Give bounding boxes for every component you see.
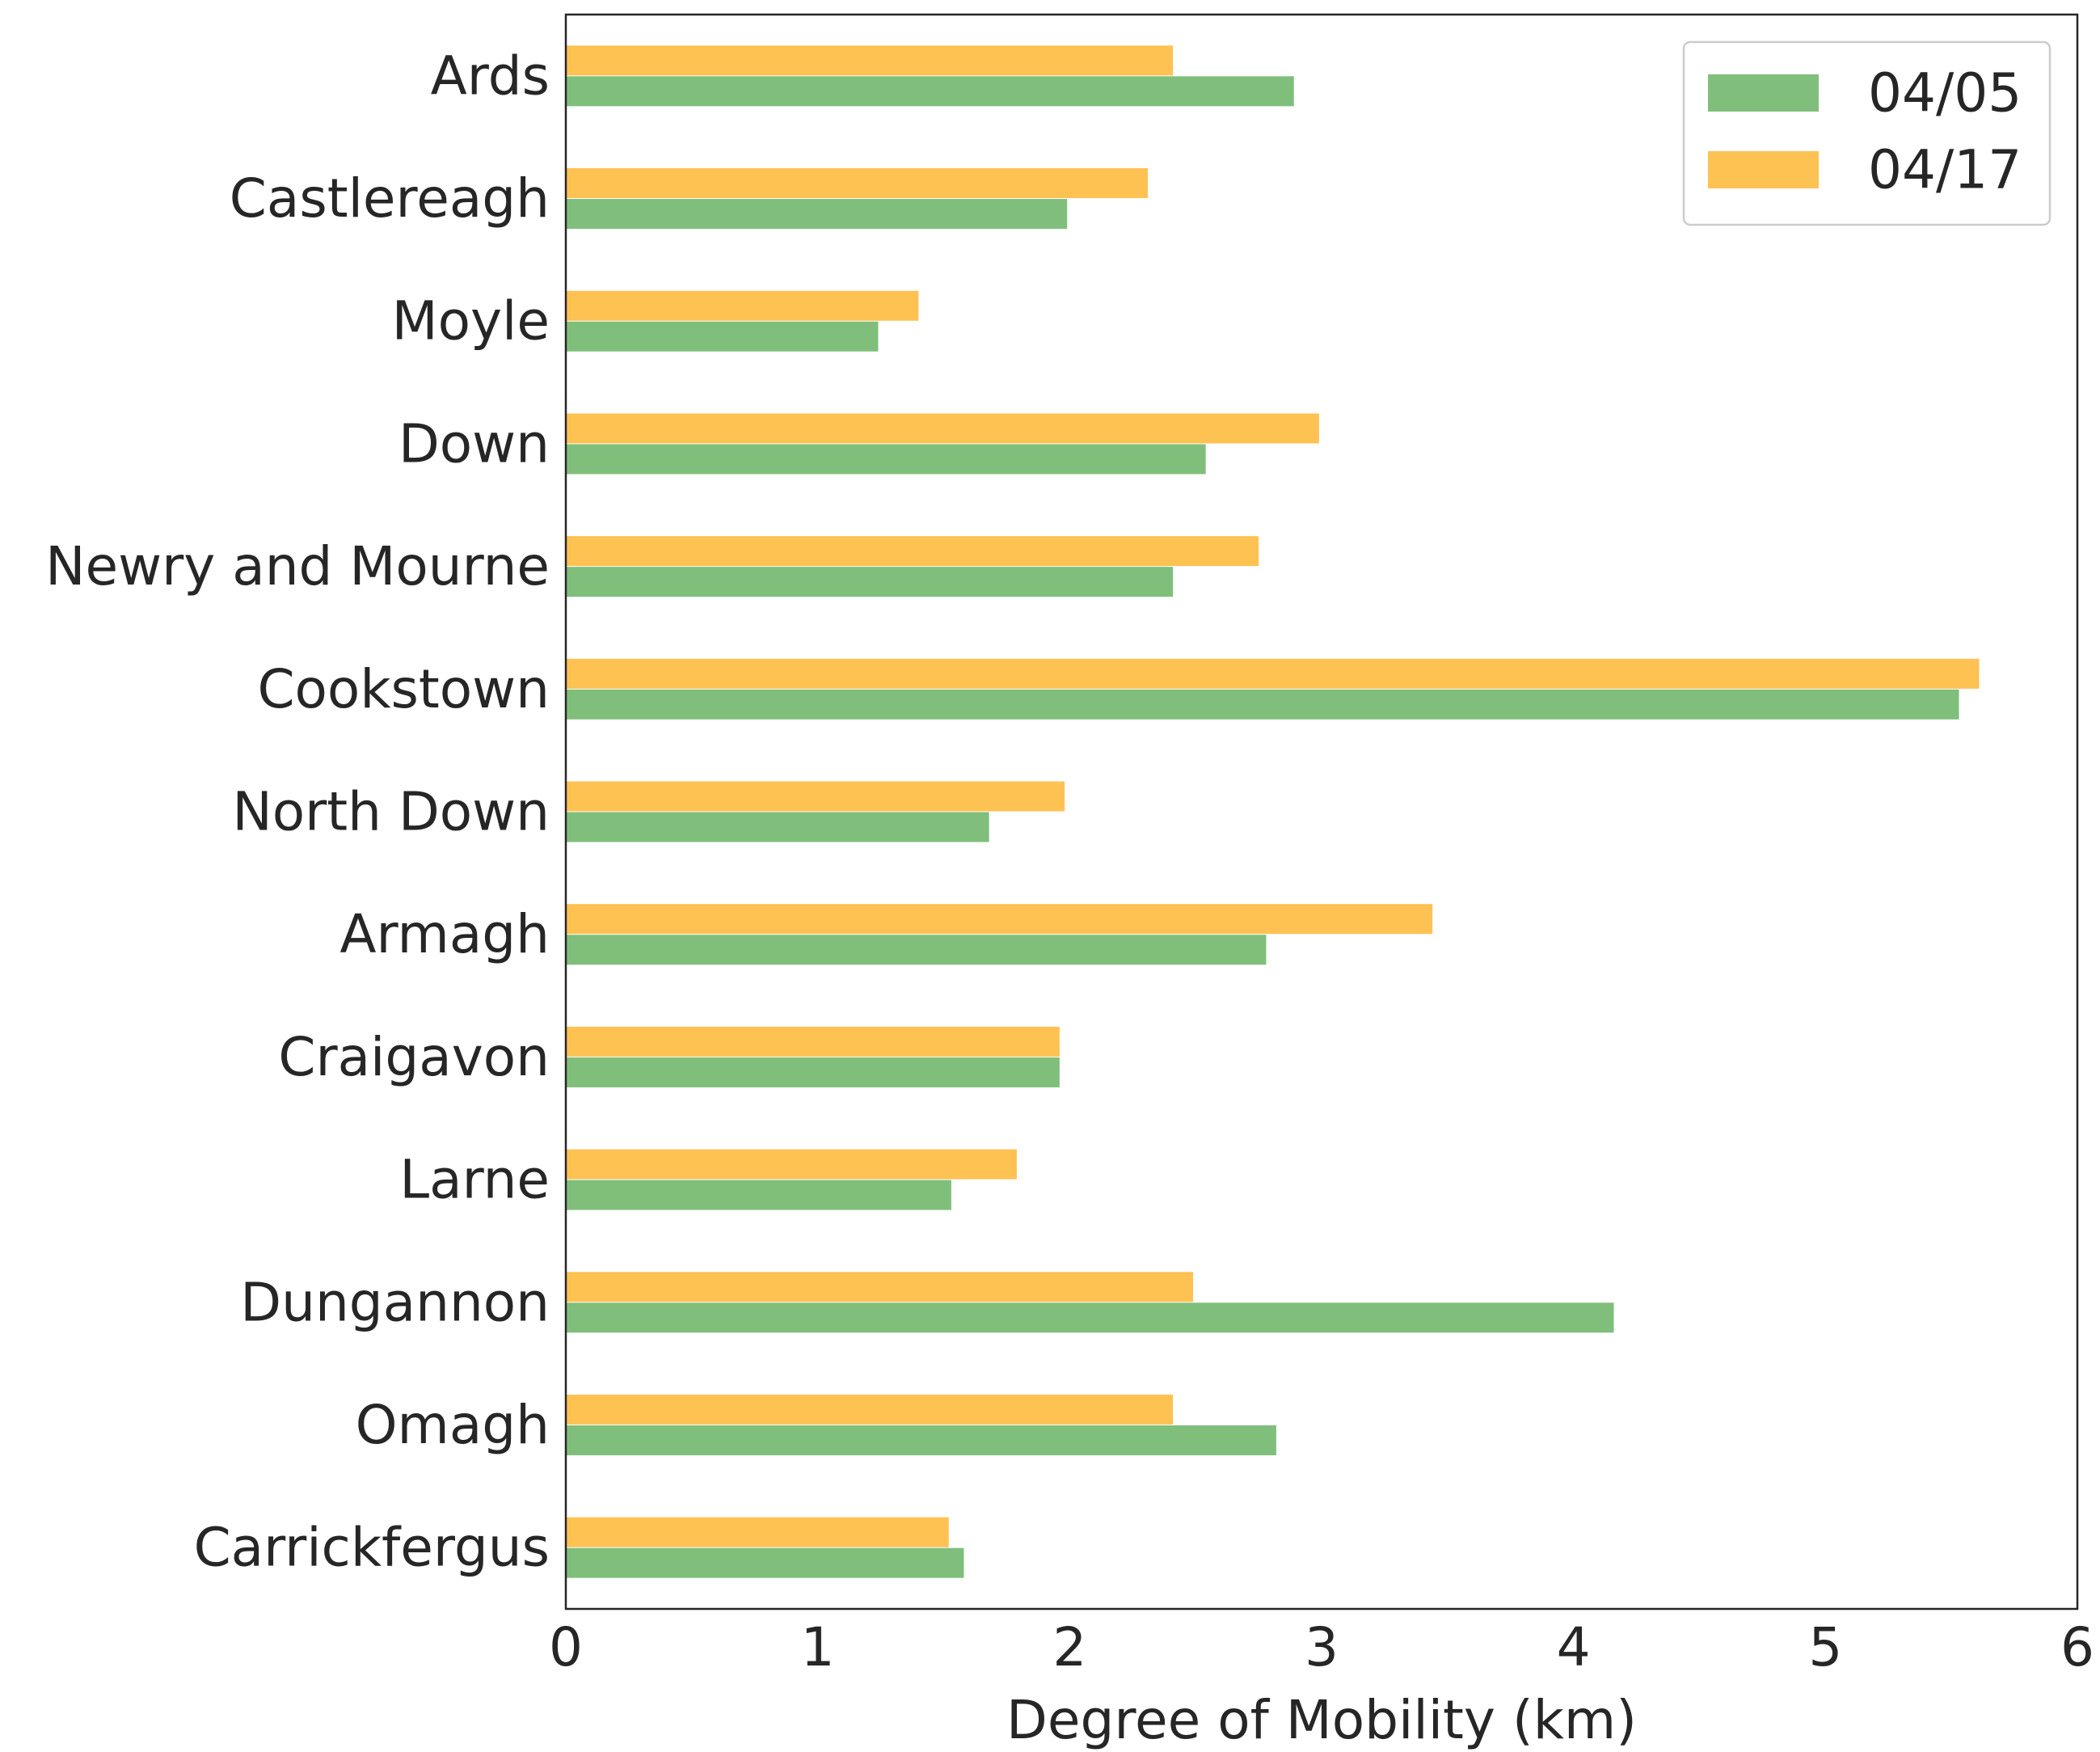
category-label: Dungannon [240,1271,550,1333]
bar-cookstown-0405 [566,689,1959,720]
x-axis-title: Degree of Mobility (km) [1006,1689,1637,1751]
bar-dungannon-0417 [566,1272,1194,1302]
category-label: Newry and Mourne [45,535,550,597]
x-axis-ticks: 0 1 2 3 4 5 6 [549,1616,2094,1678]
bar-armagh-0417 [566,904,1433,935]
bars-layer [566,45,1980,1578]
bar-larne-0405 [566,1180,951,1210]
x-tick-label: 5 [1808,1616,1842,1678]
bar-moyle-0405 [566,321,879,352]
category-label: Armagh [339,903,550,965]
plot-frame [564,13,2079,1611]
bar-omagh-0405 [566,1425,1276,1455]
bar-newry-and-mourne-0405 [566,567,1174,597]
bar-down-0417 [566,413,1319,444]
legend-swatch-0417 [1708,151,1819,188]
category-label: Craigavon [278,1026,550,1088]
x-tick-label: 0 [549,1616,583,1678]
bar-carrickfergus-0417 [566,1517,949,1547]
legend-swatch-0405 [1708,74,1819,112]
category-label: Down [398,412,550,475]
x-tick-label: 3 [1305,1616,1339,1678]
bar-carrickfergus-0405 [566,1547,964,1578]
legend-label-0405: 04/05 [1868,62,2022,125]
bar-cookstown-0417 [566,658,1980,689]
x-tick-label: 1 [801,1616,835,1678]
bar-north-down-0417 [566,781,1065,812]
bar-ards-0405 [566,76,1294,107]
bar-newry-and-mourne-0417 [566,536,1259,567]
x-tick-label: 6 [2060,1616,2094,1678]
category-labels: Ards Castlereagh Moyle Down Newry and Mourne… [45,44,550,1578]
bar-moyle-0417 [566,290,919,321]
bar-ards-0417 [566,45,1174,76]
bar-omagh-0417 [566,1394,1174,1425]
bar-craigavon-0405 [566,1057,1060,1087]
category-label: Moyle [392,290,550,353]
bar-dungannon-0405 [566,1302,1614,1333]
legend-label-0417: 04/17 [1868,139,2022,201]
bar-armagh-0405 [566,935,1267,965]
category-label: Omagh [356,1394,550,1456]
category-label: Larne [399,1149,550,1211]
category-label: Castlereagh [230,167,550,230]
x-tick-label: 4 [1557,1616,1591,1678]
bar-castlereagh-0417 [566,168,1148,199]
bar-larne-0417 [566,1149,1017,1180]
bar-castlereagh-0405 [566,199,1068,230]
category-label: Carrickfergus [194,1517,550,1579]
category-label: Cookstown [257,658,550,720]
bar-down-0405 [566,444,1206,475]
bar-craigavon-0417 [566,1026,1060,1057]
bar-north-down-0405 [566,812,989,842]
category-label: Ards [431,44,550,107]
category-label: North Down [232,781,550,843]
x-tick-label: 2 [1052,1616,1086,1678]
legend: 04/05 04/17 [1682,40,2052,226]
